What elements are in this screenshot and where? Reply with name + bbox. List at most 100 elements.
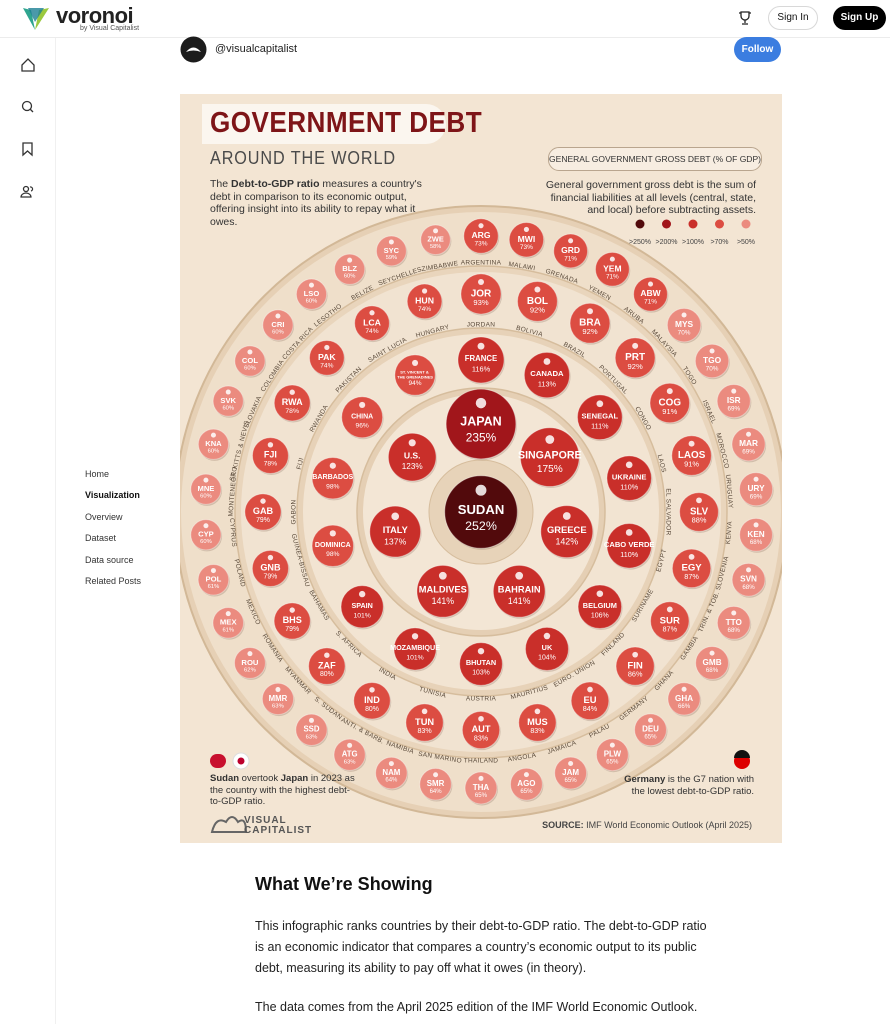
value-label: 78%: [285, 408, 299, 415]
nav-link[interactable]: Dataset: [85, 533, 117, 543]
country-code: MMR: [269, 694, 288, 703]
debt-bubble: [233, 646, 266, 679]
value-label: 83%: [530, 727, 545, 735]
country-code: POL: [206, 575, 222, 584]
value-label: 113%: [538, 379, 557, 388]
country-name: EL SALVADOR: [664, 488, 671, 535]
home-icon[interactable]: [21, 58, 35, 72]
people-icon[interactable]: [22, 185, 30, 193]
debt-bubble: [405, 703, 444, 742]
debt-bubble: [738, 472, 774, 507]
top-bar: voronoi by Visual Capitalist Sign In Sig…: [0, 0, 890, 38]
debt-bubble: [649, 382, 691, 424]
flag: [746, 431, 752, 437]
debt-bubble: [459, 642, 503, 686]
flag: [359, 401, 366, 409]
sign-up-button[interactable]: Sign Up: [833, 6, 886, 30]
author-handle[interactable]: @visualcapitalist: [215, 43, 298, 55]
country-name: FIJI: [296, 457, 306, 470]
legend-swatch: [635, 219, 645, 229]
value-label: 78%: [264, 460, 278, 467]
country-name: GREECE: [547, 524, 587, 535]
debt-bubble: [197, 563, 230, 596]
country-code: ABW: [640, 288, 661, 298]
nav-link[interactable]: Related Posts: [85, 576, 142, 586]
country-name: JAPAN: [460, 415, 501, 429]
flag: [308, 717, 314, 723]
nav-link[interactable]: Overview: [85, 512, 123, 522]
country-code: SYC: [384, 246, 400, 255]
debt-bubble: [554, 756, 588, 790]
debt-bubble: [251, 549, 290, 588]
value-label: 80%: [320, 671, 334, 678]
value-label: 88%: [692, 516, 707, 525]
nav-link[interactable]: Home: [85, 469, 110, 479]
value-label: 63%: [344, 759, 357, 765]
debt-bubble: [212, 385, 244, 417]
flag-japan-dot: [237, 757, 245, 765]
flag: [666, 606, 673, 613]
title-backdrop: [202, 104, 446, 144]
avatar[interactable]: [180, 36, 207, 63]
flag: [632, 651, 639, 658]
flag: [388, 239, 394, 245]
country-name: JORDAN: [467, 322, 496, 329]
bookmark-icon[interactable]: [22, 142, 33, 157]
country-code: EGY: [681, 563, 702, 574]
logo-subtitle: by Visual Capitalist: [80, 25, 140, 32]
country-code: MEX: [220, 618, 238, 627]
legend-swatch: [688, 219, 698, 229]
flag: [478, 223, 484, 229]
value-label: 60%: [244, 365, 256, 371]
debt-bubble: [594, 251, 630, 287]
country-code: SVK: [220, 396, 236, 405]
debt-bubble: [394, 354, 436, 396]
text-run-bold: Sudan: [210, 773, 240, 784]
flag: [475, 397, 487, 409]
flag: [688, 553, 695, 560]
country-code: GHA: [675, 694, 693, 703]
legend-title: GENERAL GOVERNMENT GROSS DEBT (% OF GDP): [548, 147, 762, 171]
value-label: 74%: [320, 362, 333, 369]
country-code: ISR: [727, 395, 741, 405]
country-code: BHS: [283, 615, 302, 625]
country-code: BRA: [579, 318, 601, 329]
nav-link[interactable]: Visualization: [85, 490, 140, 500]
follow-button[interactable]: Follow: [734, 37, 781, 62]
value-label: 98%: [326, 484, 339, 491]
debt-bubble: [739, 517, 773, 552]
logo-icon[interactable]: [22, 6, 50, 32]
country-name: CHINA: [351, 413, 373, 420]
debt-bubble: [671, 548, 712, 589]
search-icon-handle: [29, 108, 34, 113]
flag: [477, 647, 485, 655]
search-icon[interactable]: [21, 100, 33, 112]
flag: [275, 687, 281, 693]
debt-bubble: [354, 305, 390, 342]
flag: [358, 590, 366, 598]
sidebar-icons: [20, 58, 35, 198]
brand-line: VISUAL: [244, 815, 287, 826]
value-label: 65%: [606, 759, 619, 766]
flag: [477, 278, 485, 285]
nav-link[interactable]: Data source: [85, 555, 134, 565]
value-label: 58%: [430, 244, 441, 250]
flag: [478, 775, 484, 781]
value-label: 91%: [684, 459, 699, 468]
logo-text[interactable]: voronoi: [56, 3, 134, 28]
flag: [247, 651, 253, 657]
value-label: 79%: [285, 626, 299, 633]
flag: [696, 497, 702, 504]
value-label: 71%: [564, 255, 577, 262]
trophy-icon[interactable]: [738, 11, 752, 25]
sign-in-button[interactable]: Sign In: [768, 6, 818, 30]
debt-bubble: [460, 273, 502, 315]
value-label: 64%: [430, 789, 443, 795]
legend-label: >100%: [682, 239, 704, 246]
debt-bubble: [614, 337, 656, 379]
country-code: RWA: [282, 397, 303, 407]
debt-bubble: [420, 224, 451, 256]
value-label: 60%: [272, 329, 284, 335]
debt-bubble: [295, 278, 328, 310]
flag: [731, 610, 737, 616]
